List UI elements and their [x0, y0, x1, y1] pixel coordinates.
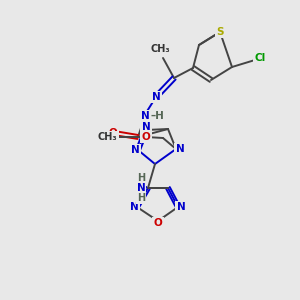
Text: N: N — [142, 122, 150, 132]
Text: CH₃: CH₃ — [150, 44, 170, 54]
Text: N: N — [177, 202, 185, 212]
Text: H: H — [137, 173, 145, 183]
Text: N: N — [152, 92, 160, 102]
Text: N: N — [176, 144, 184, 154]
Text: N: N — [130, 145, 140, 155]
Text: N: N — [136, 183, 146, 193]
Text: O: O — [142, 132, 150, 142]
Text: N: N — [130, 202, 138, 212]
Text: O: O — [154, 218, 162, 228]
Text: –H: –H — [150, 111, 164, 121]
Text: S: S — [216, 27, 224, 37]
Text: O: O — [109, 128, 117, 138]
Text: N: N — [141, 111, 149, 121]
Text: CH₃: CH₃ — [97, 132, 117, 142]
Text: H: H — [137, 193, 145, 203]
Text: Cl: Cl — [254, 53, 266, 63]
